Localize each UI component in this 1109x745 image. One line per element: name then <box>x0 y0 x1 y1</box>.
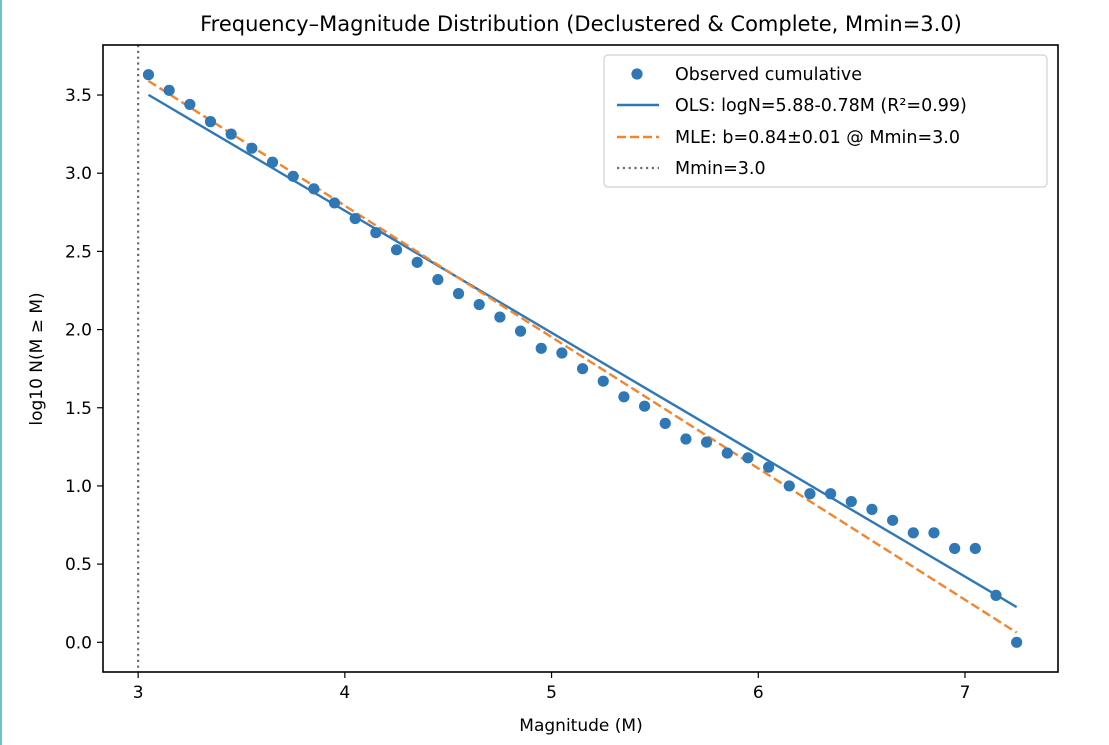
x-tick-label: 6 <box>753 683 764 703</box>
y-tick-label: 3.0 <box>65 164 92 184</box>
data-point <box>804 488 816 500</box>
legend-item: MLE: b=0.84±0.01 @ Mmin=3.0 <box>617 128 960 148</box>
y-axis: 0.0 0.5 1.0 1.5 2.0 2.5 3.0 3.5 <box>65 86 103 653</box>
data-point <box>990 589 1002 601</box>
data-point <box>163 84 175 96</box>
x-tick-label: 5 <box>546 683 557 703</box>
data-point <box>473 298 485 311</box>
data-point <box>494 311 506 323</box>
data-point <box>1011 636 1023 648</box>
data-point <box>411 256 423 268</box>
legend-item: Observed cumulative <box>631 65 862 85</box>
data-point <box>535 342 547 354</box>
y-tick-label: 2.5 <box>65 242 92 262</box>
data-point <box>763 461 775 473</box>
axes-frame <box>102 44 1059 673</box>
legend-box <box>603 54 1048 188</box>
data-point <box>246 142 258 154</box>
data-point <box>638 400 651 412</box>
data-point <box>308 183 320 195</box>
data-point <box>680 433 692 445</box>
data-point <box>721 447 733 459</box>
data-point <box>452 288 465 300</box>
x-tick-label: 3 <box>133 683 144 703</box>
data-point <box>742 452 754 464</box>
x-axis: 3 4 5 6 7 <box>133 672 971 703</box>
y-axis-label: log10 N(M ≥ M) <box>27 292 47 425</box>
data-point <box>432 273 444 286</box>
data-point <box>184 98 196 111</box>
data-point <box>618 391 630 403</box>
legend-marker-point <box>631 68 643 80</box>
chart-title: Frequency–Magnitude Distribution (Declus… <box>200 12 962 36</box>
x-tick-label: 7 <box>960 683 971 703</box>
data-point <box>225 128 237 140</box>
data-point <box>845 495 857 508</box>
data-point <box>907 527 919 539</box>
y-tick-label: 1.5 <box>65 399 92 419</box>
data-point <box>597 375 609 387</box>
data-point <box>390 244 403 256</box>
plot-area <box>137 45 1023 672</box>
data-point <box>969 542 981 555</box>
data-point <box>783 480 795 492</box>
data-point <box>349 212 361 225</box>
data-point <box>287 170 299 182</box>
data-point <box>556 347 568 359</box>
data-point <box>204 116 217 128</box>
data-point <box>887 514 899 526</box>
data-point <box>949 542 961 555</box>
data-point <box>370 227 382 239</box>
y-tick-label: 0.0 <box>65 633 92 653</box>
data-point <box>142 69 155 81</box>
x-tick-label: 4 <box>339 683 350 703</box>
window-left-border <box>0 0 2 745</box>
data-point <box>700 436 713 448</box>
legend-label: OLS: logN=5.88-0.78M (R²=0.99) <box>675 96 967 116</box>
data-point <box>866 503 878 515</box>
data-point <box>514 325 527 337</box>
data-point <box>928 527 940 539</box>
data-point <box>825 488 837 500</box>
y-tick-label: 1.0 <box>65 477 92 497</box>
y-tick-label: 0.5 <box>65 555 92 575</box>
data-point <box>659 417 671 429</box>
data-point <box>576 363 589 375</box>
y-tick-label: 2.0 <box>65 321 92 341</box>
data-point <box>328 197 341 209</box>
legend-label: MLE: b=0.84±0.01 @ Mmin=3.0 <box>675 128 960 148</box>
legend-item: OLS: logN=5.88-0.78M (R²=0.99) <box>617 96 967 116</box>
legend-item: Mmin=3.0 <box>617 159 766 179</box>
x-axis-label: Magnitude (M) <box>519 716 642 736</box>
legend-label: Mmin=3.0 <box>675 159 766 179</box>
legend-label: Observed cumulative <box>675 65 862 85</box>
data-point <box>266 156 279 168</box>
y-tick-label: 3.5 <box>65 86 92 106</box>
legend: Observed cumulative OLS: logN=5.88-0.78M … <box>603 54 1048 188</box>
